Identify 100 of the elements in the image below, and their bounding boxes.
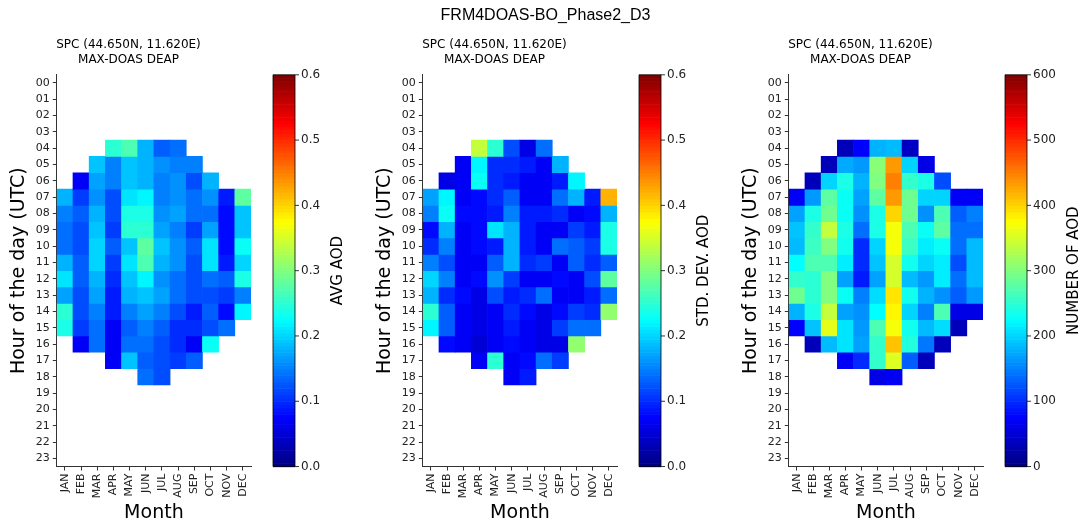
y-tick-label: 21 — [401, 418, 416, 432]
color-bar-label: 300 — [1033, 262, 1056, 277]
color-bar-label: 0.1 — [667, 393, 687, 408]
y-tick-label: 18 — [35, 369, 50, 383]
x-tick-label: JAN — [423, 473, 437, 494]
color-bar-label: 0.3 — [301, 262, 321, 277]
x-tick-label: SEP — [553, 473, 567, 495]
y-tick-label: 12 — [35, 271, 50, 285]
y-tick-label: 13 — [401, 288, 416, 302]
color-bar-title: AVG AOD — [327, 236, 346, 306]
x-tick-label: AUG — [903, 473, 917, 498]
color-bar-title: STD. DEV. AOD — [693, 214, 712, 327]
y-tick-label: 06 — [35, 173, 50, 187]
x-tick-label: JUN — [504, 473, 518, 495]
y-tick-label: 06 — [767, 173, 782, 187]
y-tick-label: 14 — [767, 304, 782, 318]
y-axis-title: Hour of the day (UTC) — [6, 167, 29, 375]
x-tick-label: FEB — [439, 473, 453, 495]
y-tick-label: 10 — [767, 239, 782, 253]
x-tick-label: JAN — [789, 473, 803, 494]
x-axis-title: Month — [124, 499, 184, 522]
y-tick-label: 03 — [401, 124, 416, 138]
x-tick-label: SEP — [919, 473, 933, 495]
y-tick-label: 04 — [767, 141, 782, 155]
y-tick-label: 01 — [35, 92, 50, 106]
chart-subtitle: MAX-DOAS DEAP — [78, 51, 179, 66]
y-tick-label: 23 — [767, 451, 782, 465]
x-tick-label: OCT — [203, 473, 217, 497]
y-tick-label: 00 — [35, 75, 50, 89]
color-bar-label: 0.0 — [301, 458, 321, 473]
y-tick-label: 06 — [401, 173, 416, 187]
y-tick-label: 11 — [35, 255, 50, 269]
y-tick-label: 11 — [401, 255, 416, 269]
x-tick-label: DEC — [601, 473, 615, 497]
y-tick-label: 18 — [767, 369, 782, 383]
x-tick-label: AUG — [171, 473, 185, 498]
x-tick-label: FEB — [73, 473, 87, 495]
y-tick-label: 21 — [35, 418, 50, 432]
x-tick-label: DEC — [967, 473, 981, 497]
x-tick-label: APR — [106, 473, 120, 496]
x-axis-title: Month — [856, 499, 916, 522]
y-tick-label: 15 — [401, 320, 416, 334]
y-tick-label: 04 — [35, 141, 50, 155]
x-tick-label: JUN — [870, 473, 884, 495]
y-tick-label: 11 — [767, 255, 782, 269]
y-tick-label: 03 — [35, 124, 50, 138]
y-tick-label: 21 — [767, 418, 782, 432]
x-tick-label: JAN — [57, 473, 71, 494]
x-tick-label: SEP — [187, 473, 201, 495]
color-bar-label: 0.4 — [301, 197, 321, 212]
y-tick-label: 18 — [401, 369, 416, 383]
x-tick-label: OCT — [569, 473, 583, 497]
x-tick-label: FEB — [805, 473, 819, 495]
text: FRM4DOAS-BO_Phase2_D3 — [439, 6, 652, 24]
x-tick-label: AUG — [537, 473, 551, 498]
color-bar-label: 0.2 — [301, 328, 321, 343]
x-tick-label: NOV — [951, 473, 965, 498]
chart-title: SPC (44.650N, 11.620E) — [422, 37, 567, 52]
color-bar-label: 0.1 — [301, 393, 321, 408]
y-tick-label: 00 — [767, 75, 782, 89]
x-tick-label: MAR — [90, 473, 104, 499]
x-tick-label: MAY — [488, 473, 502, 497]
y-tick-label: 00 — [401, 75, 416, 89]
y-tick-label: 22 — [767, 434, 782, 448]
y-tick-label: 20 — [767, 402, 782, 416]
color-bar-label: 0.5 — [301, 132, 321, 147]
y-tick-label: 10 — [401, 239, 416, 253]
y-axis-title: Hour of the day (UTC) — [738, 167, 761, 375]
y-tick-label: 19 — [35, 385, 50, 399]
y-tick-label: 13 — [767, 288, 782, 302]
color-bar-title: NUMBER OF AOD — [1063, 206, 1082, 336]
y-tick-label: 05 — [401, 157, 416, 171]
y-tick-label: 10 — [35, 239, 50, 253]
y-tick-label: 16 — [35, 336, 50, 350]
y-tick-label: 17 — [767, 353, 782, 367]
x-tick-label: JUL — [520, 472, 534, 492]
y-tick-label: 23 — [35, 451, 50, 465]
y-tick-label: 19 — [401, 385, 416, 399]
y-tick-label: 08 — [767, 206, 782, 220]
color-bar-label: 100 — [1033, 393, 1056, 408]
x-tick-label: OCT — [935, 473, 949, 497]
y-tick-label: 03 — [767, 124, 782, 138]
y-tick-label: 15 — [767, 320, 782, 334]
y-tick-label: 20 — [401, 402, 416, 416]
chart-subtitle: MAX-DOAS DEAP — [810, 51, 911, 66]
y-tick-label: 20 — [35, 402, 50, 416]
x-tick-label: JUN — [138, 473, 152, 495]
y-tick-label: 17 — [401, 353, 416, 367]
y-tick-label: 02 — [401, 108, 416, 122]
y-tick-label: 23 — [401, 451, 416, 465]
y-tick-label: 02 — [35, 108, 50, 122]
y-tick-label: 19 — [767, 385, 782, 399]
y-tick-label: 17 — [35, 353, 50, 367]
y-tick-label: 07 — [767, 190, 782, 204]
color-bar-label: 0.6 — [301, 66, 321, 81]
y-tick-label: 05 — [35, 157, 50, 171]
x-axis-title: Month — [490, 499, 550, 522]
y-tick-label: 13 — [35, 288, 50, 302]
x-tick-label: NOV — [585, 473, 599, 498]
x-tick-label: NOV — [219, 473, 233, 498]
